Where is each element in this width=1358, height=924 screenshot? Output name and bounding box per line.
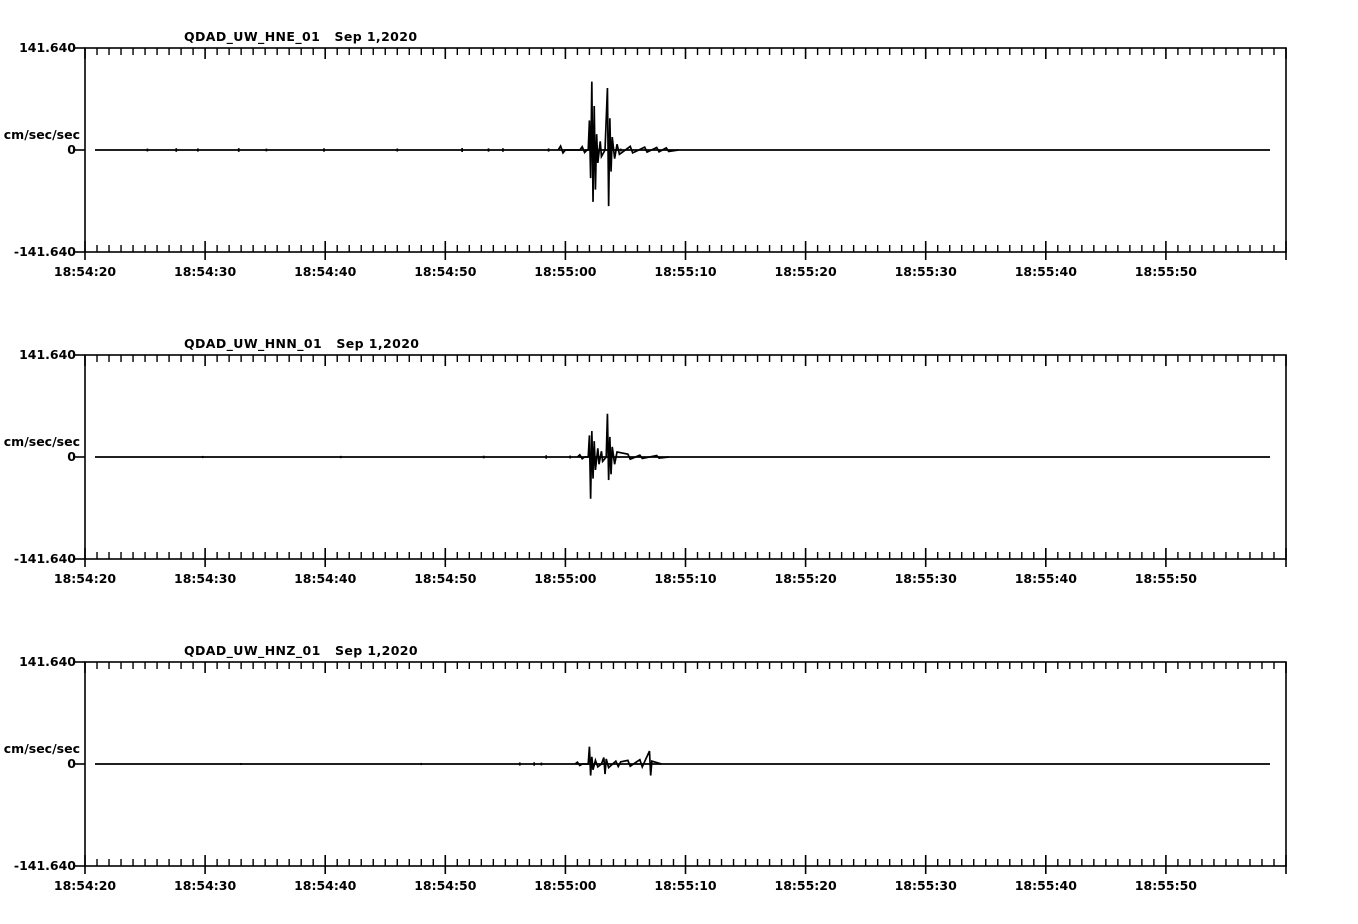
x-tick-label: 18:55:50 — [1134, 571, 1197, 586]
x-tick-label: 18:54:50 — [414, 878, 477, 893]
panel-title: QDAD_UW_HNN_01 Sep 1,2020 — [184, 336, 420, 351]
x-tick-label: 18:54:50 — [414, 571, 477, 586]
x-tick-label: 18:55:10 — [654, 571, 717, 586]
plot-frame — [84, 47, 1287, 253]
x-tick-label: 18:55:50 — [1134, 878, 1197, 893]
x-tick-label: 18:55:40 — [1014, 264, 1077, 279]
x-tick-label: 18:55:30 — [894, 878, 957, 893]
y-tick-label-max: 141.640 — [19, 654, 76, 669]
x-tick-label: 18:55:30 — [894, 264, 957, 279]
x-tick-label: 18:54:40 — [294, 571, 357, 586]
waveform-event-trace — [557, 81, 679, 207]
x-tick-label: 18:54:20 — [53, 878, 117, 893]
waveform-event-trace — [576, 413, 669, 499]
x-tick-label: 18:54:20 — [53, 571, 117, 586]
x-tick-label: 18:54:30 — [174, 264, 237, 279]
x-tick-label: 18:55:20 — [774, 571, 837, 586]
y-tick-label-zero: 0 — [67, 756, 76, 771]
x-tick-label: 18:54:50 — [414, 264, 477, 279]
waveform-event-trace — [574, 746, 662, 776]
plot-frame — [84, 354, 1287, 560]
plot-frame — [84, 661, 1287, 867]
x-tick-label: 18:55:10 — [654, 264, 717, 279]
x-tick-label: 18:54:30 — [174, 878, 237, 893]
x-tick-label: 18:55:00 — [534, 264, 597, 279]
y-tick-label-max: 141.640 — [19, 40, 76, 55]
y-tick-label-min: -141.640 — [13, 244, 76, 259]
y-tick-label-max: 141.640 — [19, 347, 76, 362]
y-axis-unit-label: cm/sec/sec — [3, 741, 80, 756]
y-tick-label-min: -141.640 — [13, 551, 76, 566]
x-tick-label: 18:54:40 — [294, 264, 357, 279]
y-axis-unit-label: cm/sec/sec — [3, 127, 80, 142]
x-tick-label: 18:55:40 — [1014, 571, 1077, 586]
y-tick-label-zero: 0 — [67, 142, 76, 157]
x-tick-label: 18:55:50 — [1134, 264, 1197, 279]
panel-title: QDAD_UW_HNZ_01 Sep 1,2020 — [184, 643, 418, 658]
x-tick-label: 18:55:10 — [654, 878, 717, 893]
x-tick-label: 18:54:40 — [294, 878, 357, 893]
y-axis-unit-label: cm/sec/sec — [3, 434, 80, 449]
x-tick-label: 18:55:20 — [774, 264, 837, 279]
y-tick-label-min: -141.640 — [13, 858, 76, 873]
x-tick-label: 18:55:30 — [894, 571, 957, 586]
x-tick-label: 18:55:00 — [534, 878, 597, 893]
panel-title: QDAD_UW_HNE_01 Sep 1,2020 — [184, 29, 418, 44]
x-tick-label: 18:54:20 — [53, 264, 117, 279]
x-tick-label: 18:55:40 — [1014, 878, 1077, 893]
y-tick-label-zero: 0 — [67, 449, 76, 464]
x-tick-label: 18:54:30 — [174, 571, 237, 586]
x-tick-label: 18:55:00 — [534, 571, 597, 586]
x-tick-label: 18:55:20 — [774, 878, 837, 893]
